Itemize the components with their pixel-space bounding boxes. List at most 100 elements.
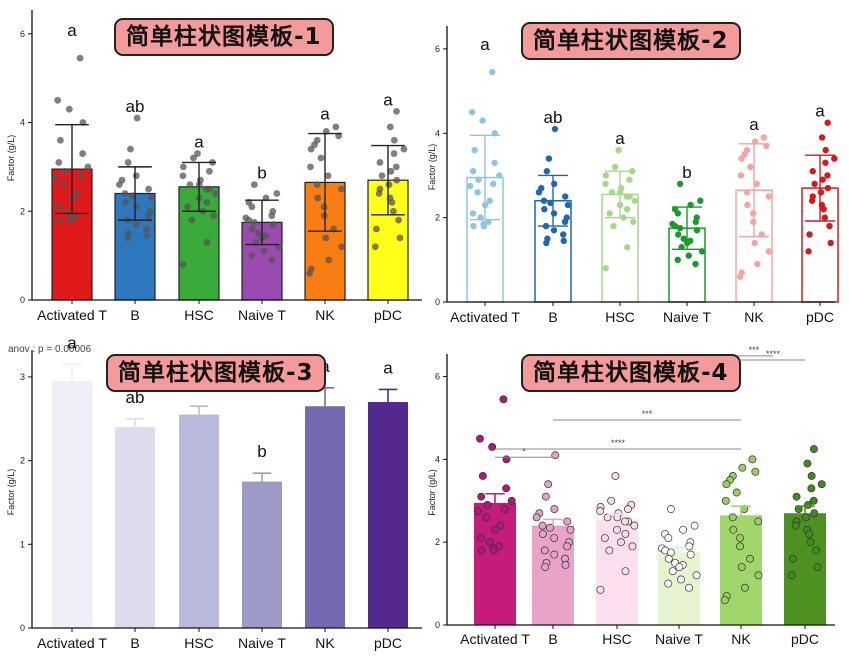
data-point [679, 525, 688, 534]
data-point [550, 505, 559, 514]
data-point [611, 471, 620, 480]
data-point [685, 542, 694, 551]
data-point [749, 210, 757, 217]
significance-letter: ab [126, 97, 145, 116]
data-point [722, 480, 731, 489]
data-point [809, 445, 818, 453]
data-point [550, 227, 558, 234]
data-point [210, 212, 218, 220]
data-point [746, 554, 754, 563]
data-point [802, 513, 811, 522]
data-point [393, 176, 401, 184]
significance-letter: a [67, 333, 77, 352]
data-point [805, 529, 814, 538]
data-point [613, 525, 621, 534]
data-point [610, 222, 617, 230]
data-point [630, 521, 639, 530]
category-label: pDC [374, 307, 402, 323]
comparison-stars: **** [611, 438, 626, 448]
data-point [132, 221, 140, 228]
data-point [475, 176, 482, 183]
data-point [596, 507, 605, 516]
data-point [77, 172, 85, 180]
data-point [390, 136, 398, 144]
data-point [807, 471, 816, 480]
data-point [245, 216, 253, 224]
data-point [385, 181, 393, 189]
data-point [611, 163, 619, 171]
significance-letter: b [682, 163, 691, 182]
category-label: NK [744, 309, 764, 325]
data-point [375, 190, 383, 197]
data-point [692, 218, 699, 226]
data-point [482, 513, 491, 522]
y-tick-label: 4 [435, 454, 440, 464]
significance-letter: ab [544, 108, 563, 127]
data-point [540, 546, 549, 555]
data-point [621, 567, 630, 576]
category-label: NK [315, 307, 335, 323]
data-point [320, 212, 328, 220]
data-point [317, 154, 325, 162]
data-point [186, 181, 194, 189]
data-point [260, 247, 268, 255]
chart-1-title: 简单柱状图模板-1 [114, 18, 334, 56]
y-tick-label: 0 [435, 297, 440, 307]
data-point [824, 184, 832, 192]
data-point [760, 134, 767, 141]
data-point [396, 234, 404, 242]
data-point [60, 181, 68, 189]
data-point [212, 190, 219, 197]
data-point [470, 222, 477, 230]
data-point [690, 521, 699, 530]
data-point [320, 203, 328, 211]
data-point [750, 218, 757, 226]
data-point [754, 260, 761, 268]
data-point [807, 484, 816, 493]
data-point [680, 235, 687, 242]
y-tick-label: 6 [435, 44, 440, 54]
data-point [502, 484, 511, 493]
data-point [332, 123, 340, 131]
data-point [124, 234, 131, 242]
data-point [496, 172, 503, 179]
data-point [306, 269, 314, 277]
data-point [751, 239, 758, 247]
data-point [190, 154, 197, 162]
data-point [818, 134, 826, 141]
data-point [488, 443, 497, 451]
data-point [791, 521, 800, 530]
data-point [545, 155, 553, 162]
data-point [535, 189, 543, 196]
y-tick-label: 6 [20, 29, 25, 39]
data-point [543, 239, 550, 247]
bar-naive-t [242, 481, 282, 628]
data-point [541, 205, 548, 213]
data-point [468, 108, 476, 116]
data-point [477, 546, 486, 555]
data-point [538, 529, 547, 538]
data-point [388, 198, 396, 206]
data-point [819, 176, 826, 183]
data-point [325, 256, 333, 264]
data-point [248, 203, 256, 211]
data-point [250, 181, 258, 189]
y-axis-title: Factor (g/L) [6, 135, 16, 182]
data-point [61, 167, 69, 175]
data-point [820, 205, 827, 213]
bar-pdc [368, 402, 408, 628]
data-point [254, 230, 262, 237]
data-point [737, 563, 746, 571]
category-label: B [548, 631, 557, 647]
data-point [179, 172, 187, 180]
data-point [486, 197, 493, 204]
data-point [121, 198, 129, 206]
category-label: B [130, 307, 139, 323]
data-point [57, 136, 64, 144]
comparison-stars: *** [642, 409, 653, 419]
y-tick-label: 2 [435, 213, 440, 223]
chart-4-title: 简单柱状图模板-4 [521, 354, 741, 392]
data-point [547, 199, 554, 207]
data-point [617, 538, 625, 547]
